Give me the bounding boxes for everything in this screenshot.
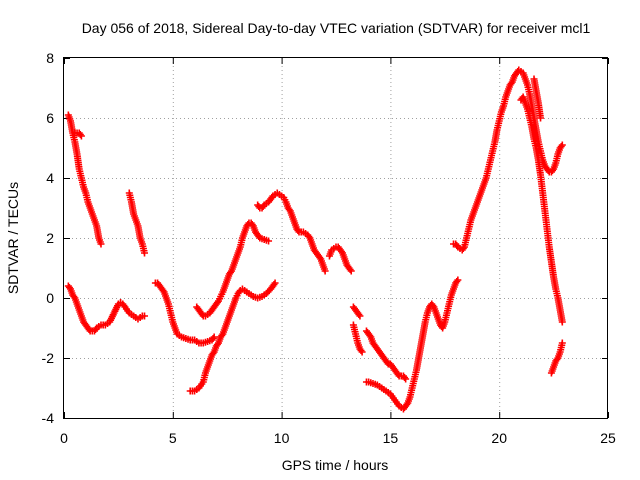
plot-frame bbox=[63, 57, 608, 419]
data-point bbox=[346, 266, 354, 273]
data-point bbox=[356, 312, 364, 320]
data-point bbox=[271, 279, 279, 287]
y-tick-label: -2 bbox=[42, 350, 55, 366]
x-tick-label: 5 bbox=[169, 430, 177, 446]
y-tick-label: 6 bbox=[46, 110, 54, 126]
data-point bbox=[321, 267, 329, 275]
data-point bbox=[85, 326, 93, 333]
data-point bbox=[383, 359, 391, 366]
data-point bbox=[77, 132, 85, 140]
data-point bbox=[459, 245, 467, 252]
x-axis-label: GPS time / hours bbox=[282, 457, 389, 473]
data-point bbox=[209, 335, 217, 342]
x-tick-label: 10 bbox=[274, 430, 290, 446]
tick-labels: 0 5 10 15 20 25 -4 -2 0 2 4 6 8 bbox=[42, 50, 616, 446]
data-point bbox=[358, 348, 366, 356]
x-tick-label: 0 bbox=[60, 430, 68, 446]
data-point bbox=[454, 276, 462, 284]
x-tick-label: 20 bbox=[491, 430, 507, 446]
y-tick-label: 0 bbox=[46, 290, 54, 306]
data-point bbox=[265, 237, 273, 245]
data-point bbox=[453, 278, 461, 285]
x-tick-label: 25 bbox=[600, 430, 616, 446]
y-axis-label: SDTVAR / TECUs bbox=[5, 182, 21, 294]
data-point bbox=[394, 371, 402, 378]
data-point bbox=[213, 299, 221, 306]
data-point bbox=[357, 347, 365, 354]
data-point bbox=[210, 333, 218, 341]
data-point bbox=[537, 114, 545, 122]
y-tick-label: 8 bbox=[46, 50, 54, 66]
data-point bbox=[558, 318, 566, 326]
data-point bbox=[141, 249, 149, 257]
y-tick-label: -4 bbox=[42, 410, 55, 426]
data-point bbox=[557, 143, 565, 150]
data-point bbox=[355, 311, 363, 318]
data-point bbox=[97, 240, 105, 248]
data-point bbox=[347, 267, 355, 275]
data-point bbox=[402, 375, 410, 383]
y-tick-label: 4 bbox=[46, 170, 54, 186]
data-point bbox=[401, 374, 409, 381]
data-point bbox=[294, 227, 302, 234]
data-point bbox=[141, 312, 149, 320]
data-point bbox=[558, 339, 566, 347]
x-tick-label: 15 bbox=[383, 430, 399, 446]
data-points bbox=[64, 66, 566, 413]
data-point bbox=[270, 281, 278, 288]
chart-title: Day 056 of 2018, Sidereal Day-to-day VTE… bbox=[82, 20, 591, 36]
data-point bbox=[558, 141, 566, 149]
data-point bbox=[76, 131, 84, 138]
y-tick-label: 2 bbox=[46, 230, 54, 246]
